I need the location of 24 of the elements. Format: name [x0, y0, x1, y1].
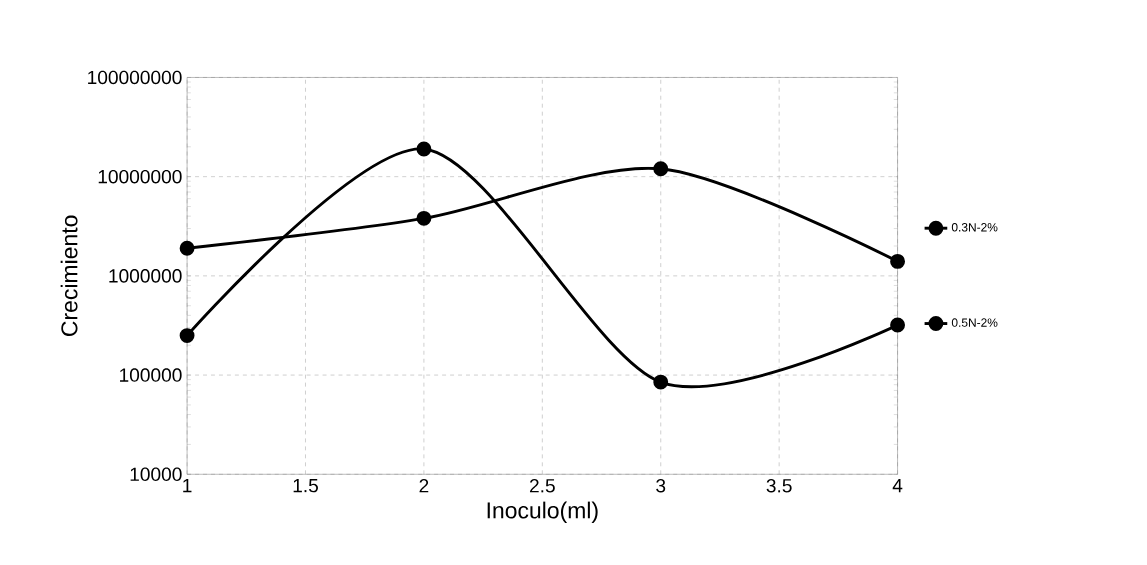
y-tick-label: 100000 — [120, 368, 182, 382]
point — [179, 328, 195, 344]
legend-label: 0.3N-2% — [951, 223, 998, 232]
x-tick-label: 1 — [183, 478, 192, 493]
y-tick-label: 100000000 — [88, 70, 182, 85]
point — [416, 210, 432, 226]
point — [890, 253, 906, 269]
point — [890, 317, 906, 333]
x-tick-label: 2.5 — [529, 478, 555, 493]
x-tick-label: 4 — [892, 478, 903, 493]
point — [653, 374, 669, 390]
x-axis-title: Inoculo(ml) — [487, 501, 598, 524]
legend-label: 0.5N-2% — [951, 318, 998, 327]
point — [416, 141, 432, 157]
point — [179, 240, 195, 256]
y-axis-title: Crecimiento — [60, 215, 78, 336]
x-tick-label: 3.5 — [766, 478, 792, 493]
x-tick-label: 3 — [656, 478, 666, 493]
y-tick-label: 1000000 — [109, 269, 182, 283]
y-tick-label: 10000000 — [98, 169, 182, 184]
y-tick-label: 10000 — [130, 467, 182, 482]
x-tick-label: 1.5 — [293, 478, 318, 493]
x-tick-label: 2 — [419, 478, 429, 493]
point — [653, 161, 669, 177]
